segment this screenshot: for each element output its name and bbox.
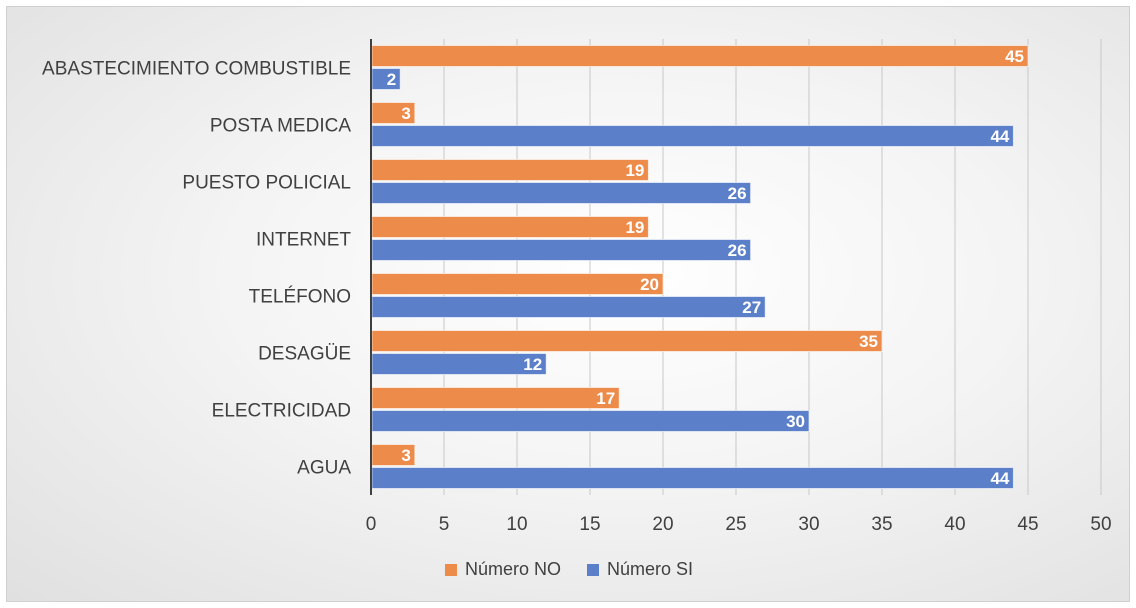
category-label-desague: DESAGÜE	[258, 344, 351, 365]
legend-label-numero-si: Número SI	[607, 559, 693, 579]
bar-numero-si-puesto-policial	[371, 182, 752, 204]
data-label-numero-si-puesto-policial: 26	[728, 184, 747, 203]
data-label-numero-si-internet: 26	[728, 241, 747, 260]
bar-numero-no-internet	[371, 216, 649, 238]
x-tick-10: 10	[506, 514, 527, 535]
bar-numero-si-internet	[371, 239, 752, 261]
data-label-numero-no-abastecimiento-combustible: 45	[1005, 47, 1024, 66]
data-label-numero-no-internet: 19	[625, 218, 644, 237]
gridlines	[443, 39, 1102, 495]
data-label-numero-si-telefono: 27	[742, 298, 761, 317]
category-label-electricidad: ELECTRICIDAD	[212, 401, 351, 422]
bar-numero-si-electricidad	[371, 410, 810, 432]
data-label-numero-si-desague: 12	[523, 355, 542, 374]
bar-numero-no-abastecimiento-combustible	[371, 45, 1029, 67]
data-label-numero-no-desague: 35	[859, 332, 878, 351]
x-tick-labels: 0 5 10 15 20 25 30 35 40 45 50	[366, 514, 1112, 535]
x-tick-30: 30	[798, 514, 819, 535]
bar-numero-si-agua	[371, 467, 1014, 489]
data-label-numero-no-electricidad: 17	[596, 389, 615, 408]
x-tick-15: 15	[579, 514, 600, 535]
data-label-numero-si-posta-medica: 44	[990, 127, 1009, 146]
x-tick-20: 20	[652, 514, 673, 535]
category-label-telefono: TELÉFONO	[249, 287, 351, 308]
data-label-numero-si-agua: 44	[990, 469, 1009, 488]
x-tick-0: 0	[366, 514, 377, 535]
legend-swatch-numero-si	[586, 564, 599, 576]
category-label-abastecimiento-combustible: ABASTECIMIENTO COMBUSTIBLE	[42, 59, 351, 80]
bar-numero-no-desague	[371, 330, 883, 352]
data-label-numero-si-abastecimiento-combustible: 2	[387, 70, 396, 89]
x-tick-45: 45	[1017, 514, 1038, 535]
data-label-numero-no-puesto-policial: 19	[625, 161, 644, 180]
category-label-posta-medica: POSTA MEDICA	[210, 116, 351, 137]
data-label-numero-no-posta-medica: 3	[401, 104, 410, 123]
legend-label-numero-no: Número NO	[465, 559, 561, 579]
x-tick-50: 50	[1090, 514, 1111, 535]
bars	[371, 45, 1029, 489]
bar-numero-si-posta-medica	[371, 125, 1014, 147]
bar-numero-no-telefono	[371, 273, 664, 295]
legend-item-numero-si: Número SI	[586, 559, 693, 579]
x-tick-35: 35	[871, 514, 892, 535]
data-label-numero-si-electricidad: 30	[786, 412, 805, 431]
bar-numero-si-telefono	[371, 296, 766, 318]
legend-item-numero-no: Número NO	[444, 559, 561, 579]
x-tick-25: 25	[725, 514, 746, 535]
category-label-internet: INTERNET	[256, 230, 351, 251]
x-tick-5: 5	[439, 514, 450, 535]
data-label-numero-no-agua: 3	[401, 446, 410, 465]
bar-chart: ABASTECIMIENTO COMBUSTIBLE POSTA MEDICA PU…	[42, 39, 1112, 579]
bar-numero-no-puesto-policial	[371, 159, 649, 181]
bar-numero-si-desague	[371, 353, 547, 375]
data-label-numero-no-telefono: 20	[640, 275, 659, 294]
x-tick-40: 40	[944, 514, 965, 535]
category-label-puesto-policial: PUESTO POLICIAL	[182, 173, 351, 194]
category-label-agua: AGUA	[297, 458, 351, 479]
legend: Número NO Número SI	[444, 559, 693, 579]
bar-numero-no-electricidad	[371, 387, 620, 409]
legend-swatch-numero-no	[444, 564, 457, 576]
category-labels: ABASTECIMIENTO COMBUSTIBLE POSTA MEDICA PU…	[42, 59, 351, 479]
chart-frame: ABASTECIMIENTO COMBUSTIBLE POSTA MEDICA PU…	[6, 6, 1130, 602]
